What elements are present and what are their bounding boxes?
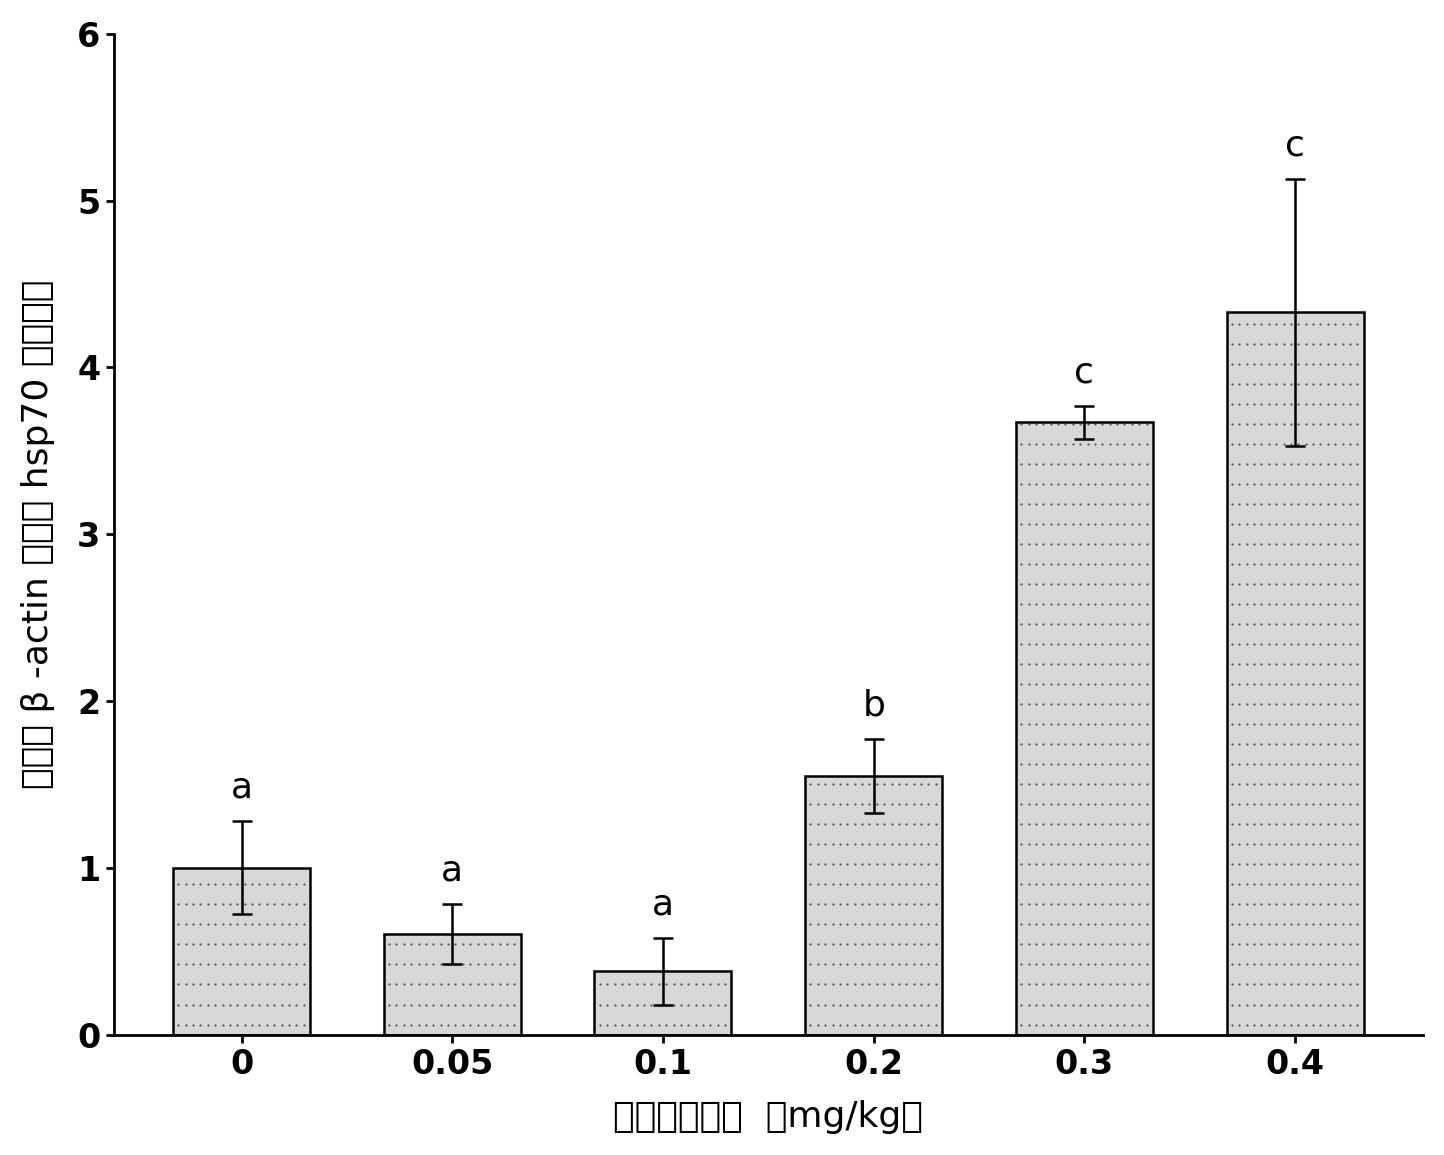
Text: c: c: [1285, 128, 1305, 162]
Text: a: a: [653, 887, 674, 922]
Bar: [173, 867, 310, 1035]
Text: a: a: [231, 770, 253, 804]
Bar: [1226, 312, 1363, 1035]
Bar: [595, 971, 732, 1035]
Bar: [384, 934, 521, 1035]
X-axis label: 丙溃磷的浓度  （mg/kg）: 丙溃磷的浓度 （mg/kg）: [614, 1101, 923, 1134]
Bar: [806, 776, 941, 1035]
Text: a: a: [442, 854, 464, 888]
Bar: [1017, 423, 1152, 1035]
Text: b: b: [862, 688, 885, 723]
Text: c: c: [1074, 355, 1095, 389]
Y-axis label: 相对于 β -actin 基因的 hsp70 基因表达: 相对于 β -actin 基因的 hsp70 基因表达: [20, 280, 55, 789]
